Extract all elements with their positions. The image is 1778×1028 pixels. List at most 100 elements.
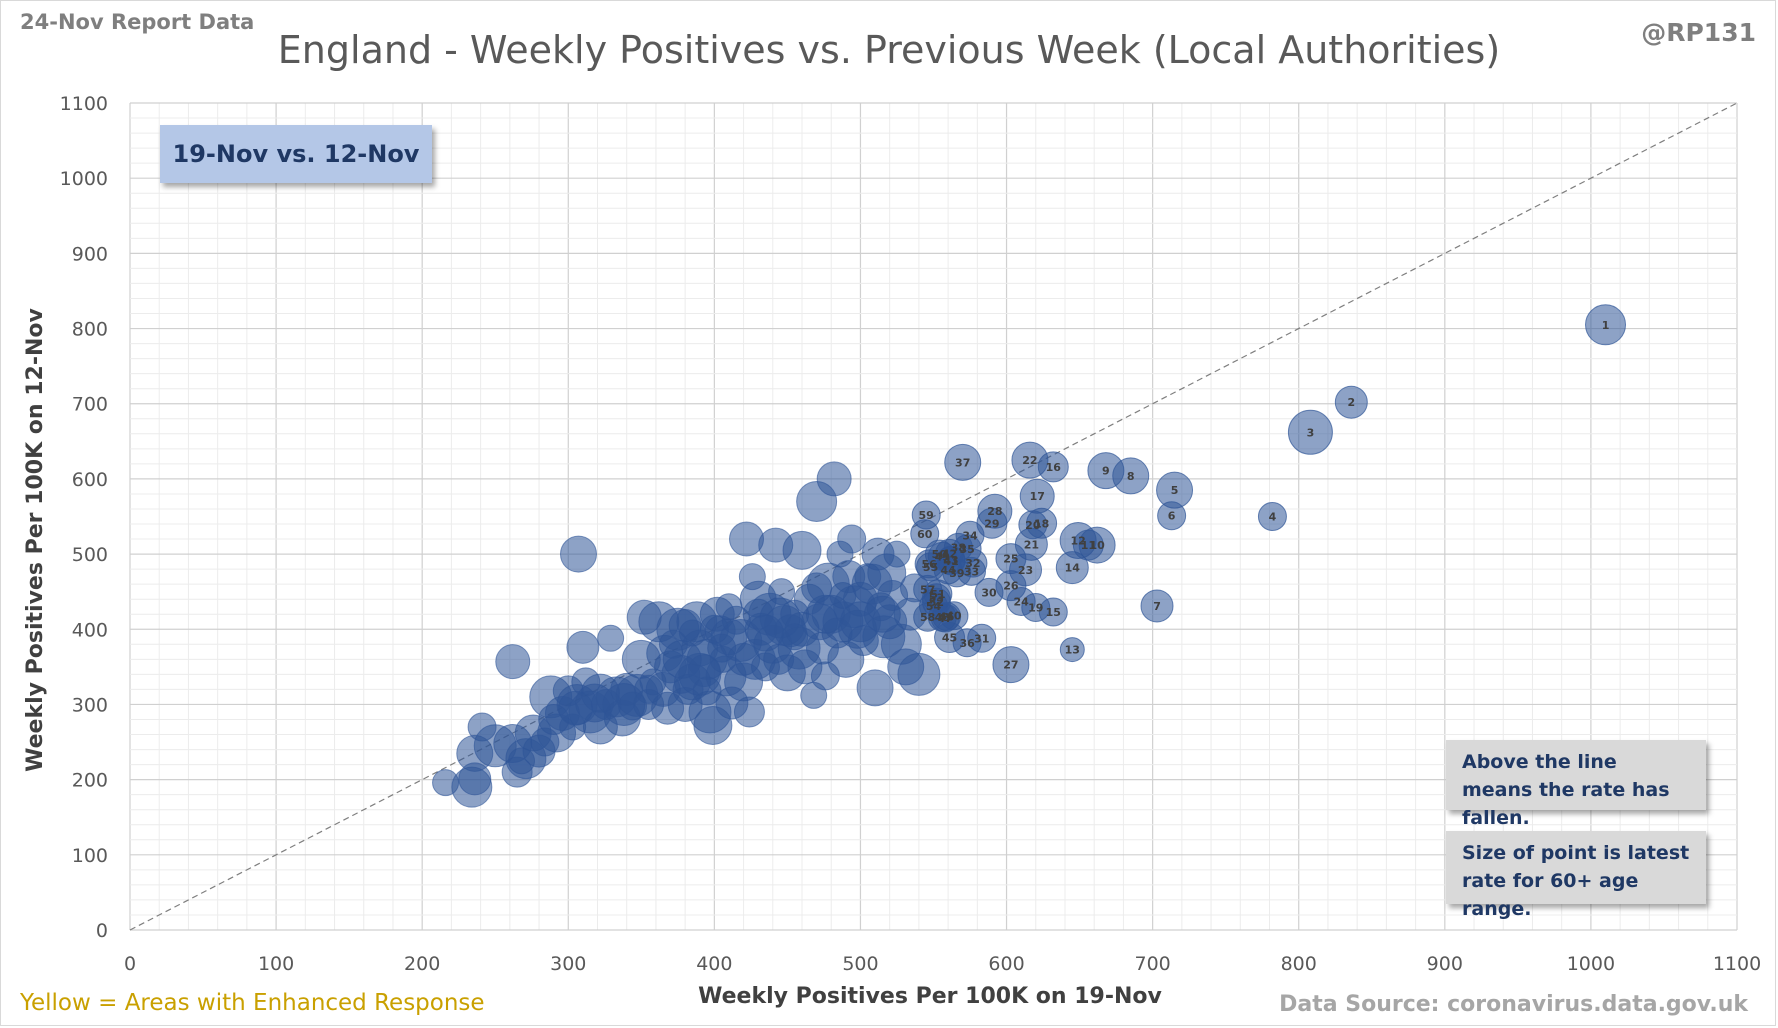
note-above-line-box: Above the line means the rate has fallen…: [1446, 740, 1706, 829]
point-label: 56: [921, 558, 937, 571]
point-label: 20: [1025, 519, 1041, 532]
bubble-series: [432, 304, 1627, 808]
point-label: 55: [923, 561, 938, 574]
x-tick-label: 300: [550, 953, 586, 975]
labeled-data-point: [1087, 452, 1125, 490]
note-above-line-text: Above the line means the rate has fallen…: [1462, 751, 1670, 829]
point-label: 41: [943, 555, 958, 568]
data-point: [566, 630, 600, 664]
point-label: 39: [949, 567, 964, 580]
x-tick-label: 500: [842, 953, 878, 975]
data-point: [782, 530, 822, 570]
point-label: 26: [1003, 580, 1019, 593]
point-label: 48: [935, 611, 950, 624]
point-label: 22: [1022, 454, 1037, 467]
x-tick-label: 1100: [1713, 953, 1761, 975]
period-legend-box: 19-Nov vs. 12-Nov: [160, 125, 432, 183]
data-point: [897, 652, 941, 696]
point-label: 52: [929, 596, 944, 609]
data-point: [662, 639, 702, 679]
point-label: 9: [1102, 465, 1110, 478]
point-label: 19: [1028, 601, 1043, 614]
author-handle: @RP131: [1641, 18, 1756, 47]
point-label: 35: [959, 543, 974, 556]
point-label: 31: [974, 632, 989, 645]
data-point: [668, 609, 702, 643]
data-point: [856, 669, 894, 707]
point-label: 32: [965, 557, 980, 570]
y-tick-label: 300: [72, 694, 108, 716]
chart-title: England - Weekly Positives vs. Previous …: [277, 28, 1501, 72]
point-label: 18: [1034, 517, 1049, 530]
labeled-data-point: [1055, 551, 1089, 585]
point-label: 2: [1347, 396, 1355, 409]
point-label: 27: [1003, 659, 1018, 672]
point-label: 51: [930, 588, 945, 601]
point-label: 14: [1065, 562, 1081, 575]
point-label: 33: [964, 565, 979, 578]
axis-ticks: 0 100 200 300 400 500 600 700 800 900 1000 11000100…: [60, 93, 1762, 975]
point-label: 59: [919, 509, 934, 522]
bubble-labels: 1234567891011121314151617181920212223242…: [917, 319, 1609, 672]
point-label: 10: [1089, 539, 1105, 552]
y-axis-label: Weekly Positives Per 100K on 12-Nov: [23, 308, 48, 772]
point-label: 12: [1070, 535, 1085, 548]
labeled-data-point: [1059, 637, 1085, 663]
data-point: [883, 540, 911, 568]
x-tick-label: 1000: [1567, 953, 1615, 975]
y-tick-label: 700: [72, 394, 108, 416]
point-label: 53: [929, 592, 944, 605]
point-label: 6: [1168, 510, 1176, 523]
data-point: [829, 581, 857, 609]
labeled-data-point: [913, 602, 943, 632]
point-label: 16: [1046, 461, 1062, 474]
y-tick-label: 400: [72, 619, 108, 641]
data-point: [863, 595, 901, 633]
labeled-data-point: [1287, 409, 1333, 455]
x-tick-label: 900: [1427, 953, 1463, 975]
note-point-size-text: Size of point is latest rate for 60+ age…: [1462, 842, 1690, 920]
y-tick-label: 200: [72, 770, 108, 792]
y-tick-label: 100: [72, 845, 108, 867]
y-tick-label: 900: [72, 243, 108, 265]
enhanced-response-footnote: Yellow = Areas with Enhanced Response: [20, 990, 485, 1016]
point-label: 5: [1171, 484, 1179, 497]
x-tick-label: 400: [696, 953, 732, 975]
labeled-data-point: [910, 519, 940, 549]
data-point: [816, 461, 852, 497]
x-tick-label: 800: [1281, 953, 1317, 975]
y-tick-label: 600: [72, 469, 108, 491]
report-date-label: 24-Nov Report Data: [20, 10, 255, 34]
y-tick-label: 1000: [60, 168, 108, 190]
x-axis-label: Weekly Positives Per 100K on 19-Nov: [698, 984, 1162, 1009]
data-point: [495, 644, 531, 680]
data-point: [837, 524, 867, 554]
point-label: 50: [932, 548, 948, 561]
y-tick-label: 800: [72, 319, 108, 341]
point-label: 45: [942, 632, 957, 645]
data-point: [645, 671, 681, 707]
point-label: 54: [926, 600, 942, 613]
point-label: 28: [987, 505, 1002, 518]
data-point: [733, 696, 765, 728]
labeled-data-point: [992, 646, 1030, 684]
data-point: [729, 521, 765, 557]
point-label: 34: [962, 529, 978, 542]
x-tick-label: 200: [404, 953, 440, 975]
point-label: 8: [1127, 470, 1135, 483]
y-tick-label: 1100: [60, 93, 108, 115]
data-point: [538, 703, 570, 735]
x-tick-label: 600: [988, 953, 1024, 975]
point-label: 23: [1018, 564, 1033, 577]
point-label: 57: [920, 583, 935, 596]
point-label: 46: [939, 610, 955, 623]
x-tick-label: 700: [1135, 953, 1171, 975]
point-label: 37: [955, 456, 970, 469]
note-point-size-box: Size of point is latest rate for 60+ age…: [1446, 831, 1706, 920]
data-source-footnote: Data Source: coronavirus.data.gov.uk: [1279, 992, 1748, 1017]
period-label: 19-Nov vs. 12-Nov: [172, 140, 420, 168]
data-point: [746, 614, 784, 652]
data-point: [458, 762, 492, 796]
data-point: [699, 614, 729, 644]
